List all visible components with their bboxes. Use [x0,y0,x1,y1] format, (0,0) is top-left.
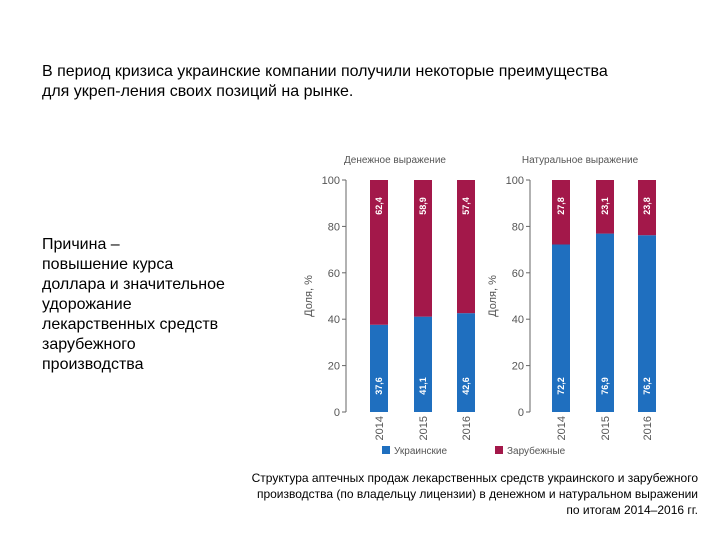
y-tick-label: 40 [512,314,524,326]
reason-line: производства [42,356,144,373]
legend-label: Зарубежные [507,445,566,457]
headline: В период кризиса украинские компании пол… [42,62,692,102]
x-tick-label: 2016 [642,416,654,440]
y-tick-label: 60 [512,268,524,280]
y-tick-label: 100 [322,175,340,187]
bar-ukrainian [457,313,475,412]
stacked-bar-charts: Денежное выражение Доля, % 0 20 40 60 80 100 37,… [303,155,656,457]
bar-value-label: 23,8 [642,197,652,215]
reason-line: удорожание [42,296,132,313]
bar-foreign [638,180,656,236]
bar-foreign [414,180,432,317]
x-tick-label: 2015 [418,416,430,440]
reason-line: лекарственных средств [42,316,219,333]
caption-line-3: по итогам 2014–2016 гг. [566,503,698,517]
reason-line: доллара и значительное [42,276,225,293]
caption-line-1: Структура аптечных продаж лекарственных … [251,471,698,485]
y-tick-label: 40 [328,314,340,326]
bar-value-label: 42,6 [461,377,471,395]
y-tick-label: 0 [334,407,340,419]
y-axis-label: Доля, % [487,275,499,317]
bar-ukrainian [414,316,432,412]
legend-label: Украинские [394,446,447,457]
y-tick-label: 80 [512,221,524,233]
bar-foreign [552,180,570,245]
y-tick-label: 20 [328,361,340,373]
x-tick-label: 2014 [556,416,568,440]
chart-caption: Структура аптечных продаж лекарственных … [138,470,698,518]
reason-text: Причина – повышение курса доллара и знач… [42,235,282,375]
bar-value-label: 41,1 [418,377,428,395]
bar-ukrainian [638,235,656,412]
bar-value-label: 62,4 [374,197,384,215]
bar-ukrainian [552,244,570,412]
x-tick-label: 2015 [600,416,612,440]
chart-title: Денежное выражение [344,155,446,166]
legend-swatch-ukrainian [382,446,390,454]
bar-foreign [370,180,388,325]
bar-ukrainian [370,324,388,412]
caption-line-2: производства (по владельцу лицензии) в д… [256,487,698,501]
x-tick-label: 2016 [461,416,473,440]
bar-value-label: 76,9 [600,377,610,395]
y-tick-label: 20 [512,361,524,373]
legend-swatch-foreign [495,446,503,454]
bar-value-label: 27,8 [556,197,566,215]
bar-ukrainian [596,233,614,412]
headline-line-2: для укреп-ления своих позиций на рынке. [42,83,354,100]
y-tick-label: 60 [328,268,340,280]
bar-value-label: 76,2 [642,377,652,395]
reason-line: Причина – [42,236,120,253]
y-tick-label: 80 [328,221,340,233]
bar-value-label: 72,2 [556,377,566,395]
bar-value-label: 23,1 [600,197,610,215]
reason-line: повышение курса [42,256,174,273]
headline-line-1: В период кризиса украинские компании пол… [42,63,608,80]
y-axis-label: Доля, % [303,275,315,317]
y-tick-label: 0 [518,407,524,419]
reason-line: зарубежного [42,336,136,353]
x-tick-label: 2014 [374,416,386,440]
bar-value-label: 57,4 [461,197,471,215]
chart-title: Натуральное выражение [522,155,639,166]
y-tick-label: 100 [506,175,524,187]
bar-foreign [457,180,475,314]
bar-value-label: 58,9 [418,197,428,215]
bar-foreign [596,180,614,234]
bar-value-label: 37,6 [374,377,384,395]
